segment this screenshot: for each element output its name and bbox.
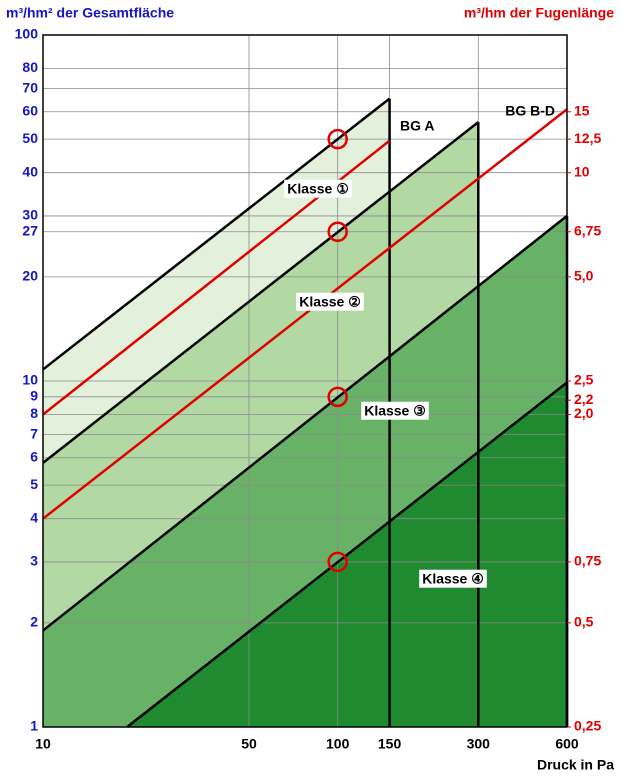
series-name: Klasse ④ bbox=[422, 571, 484, 587]
y-tick-label: 4 bbox=[30, 509, 38, 525]
marker bbox=[327, 386, 348, 408]
x-tick-label: 100 bbox=[326, 736, 350, 752]
y-tick-label: 50 bbox=[22, 130, 38, 146]
y-tick-label: 6 bbox=[30, 448, 38, 464]
series-name: BG B-D bbox=[505, 103, 555, 119]
y2-tick-label: 5,0 bbox=[574, 268, 594, 284]
y2-axis-title: m³/hm der Fugenlänge bbox=[464, 5, 614, 21]
y-tick-label: 10 bbox=[22, 372, 38, 388]
class-line bbox=[42, 214, 568, 632]
y2-tick-label: 0,75 bbox=[574, 553, 601, 569]
y2-tick-label: 2,5 bbox=[574, 372, 594, 388]
label-box bbox=[361, 401, 429, 420]
marker bbox=[327, 128, 348, 150]
marker bbox=[327, 551, 348, 573]
y-axis-title: m³/hm² der Gesamtfläche bbox=[6, 5, 174, 21]
y2-tick-label: 15 bbox=[574, 102, 590, 118]
y-tick-label: 9 bbox=[30, 388, 38, 404]
class-line bbox=[42, 97, 391, 371]
label-box bbox=[419, 569, 487, 588]
y-tick-label: 27 bbox=[22, 222, 38, 238]
y-tick-label: 20 bbox=[22, 268, 38, 284]
y-tick-label: 7 bbox=[30, 425, 38, 441]
y-tick-label: 1 bbox=[30, 718, 38, 734]
y2-tick-label: 0,5 bbox=[574, 614, 594, 630]
x-tick-label: 50 bbox=[241, 736, 257, 752]
x-tick-label: 10 bbox=[35, 736, 51, 752]
y2-tick-label: 2,2 bbox=[574, 391, 594, 407]
y-tick-label: 60 bbox=[22, 102, 38, 118]
label-box bbox=[296, 292, 364, 311]
y-tick-label: 30 bbox=[22, 207, 38, 223]
series-name: BG A bbox=[400, 118, 434, 134]
y2-tick-label: 2,0 bbox=[574, 405, 594, 421]
series-label: Klasse ② bbox=[296, 292, 364, 311]
y-tick-label: 40 bbox=[22, 163, 38, 179]
y2-tick-label: 12,5 bbox=[574, 130, 601, 146]
x-axis-title: Druck in Pa bbox=[537, 757, 614, 773]
series-name: Klasse ② bbox=[299, 294, 361, 310]
y-tick-label: 8 bbox=[30, 405, 38, 421]
x-tick-label: 150 bbox=[378, 736, 402, 752]
y2-tick-label: 10 bbox=[574, 163, 590, 179]
series-name: Klasse ③ bbox=[364, 403, 426, 419]
x-tick-label: 300 bbox=[467, 736, 491, 752]
y-tick-label: 70 bbox=[22, 79, 38, 95]
x-tick-label: 600 bbox=[555, 736, 579, 752]
y-tick-label: 80 bbox=[22, 59, 38, 75]
y-tick-label: 2 bbox=[30, 614, 38, 630]
series-label: Klasse ① bbox=[284, 179, 352, 198]
class-line bbox=[126, 381, 568, 728]
class-line bbox=[42, 121, 480, 464]
y-tick-label: 5 bbox=[30, 476, 38, 492]
marker bbox=[327, 221, 348, 242]
bg-line bbox=[42, 108, 568, 520]
series-label: BG A bbox=[400, 118, 434, 134]
y2-tick-label: 0,25 bbox=[574, 718, 601, 734]
series-label: Klasse ③ bbox=[361, 401, 429, 420]
y-tick-label: 3 bbox=[30, 553, 38, 569]
series-label: Klasse ④ bbox=[419, 569, 487, 588]
series-name: Klasse ① bbox=[287, 181, 349, 197]
y2-tick-label: 6,75 bbox=[574, 222, 601, 238]
series-label: BG B-D bbox=[505, 103, 555, 119]
y-tick-label: 100 bbox=[15, 26, 39, 42]
label-box bbox=[284, 179, 352, 198]
